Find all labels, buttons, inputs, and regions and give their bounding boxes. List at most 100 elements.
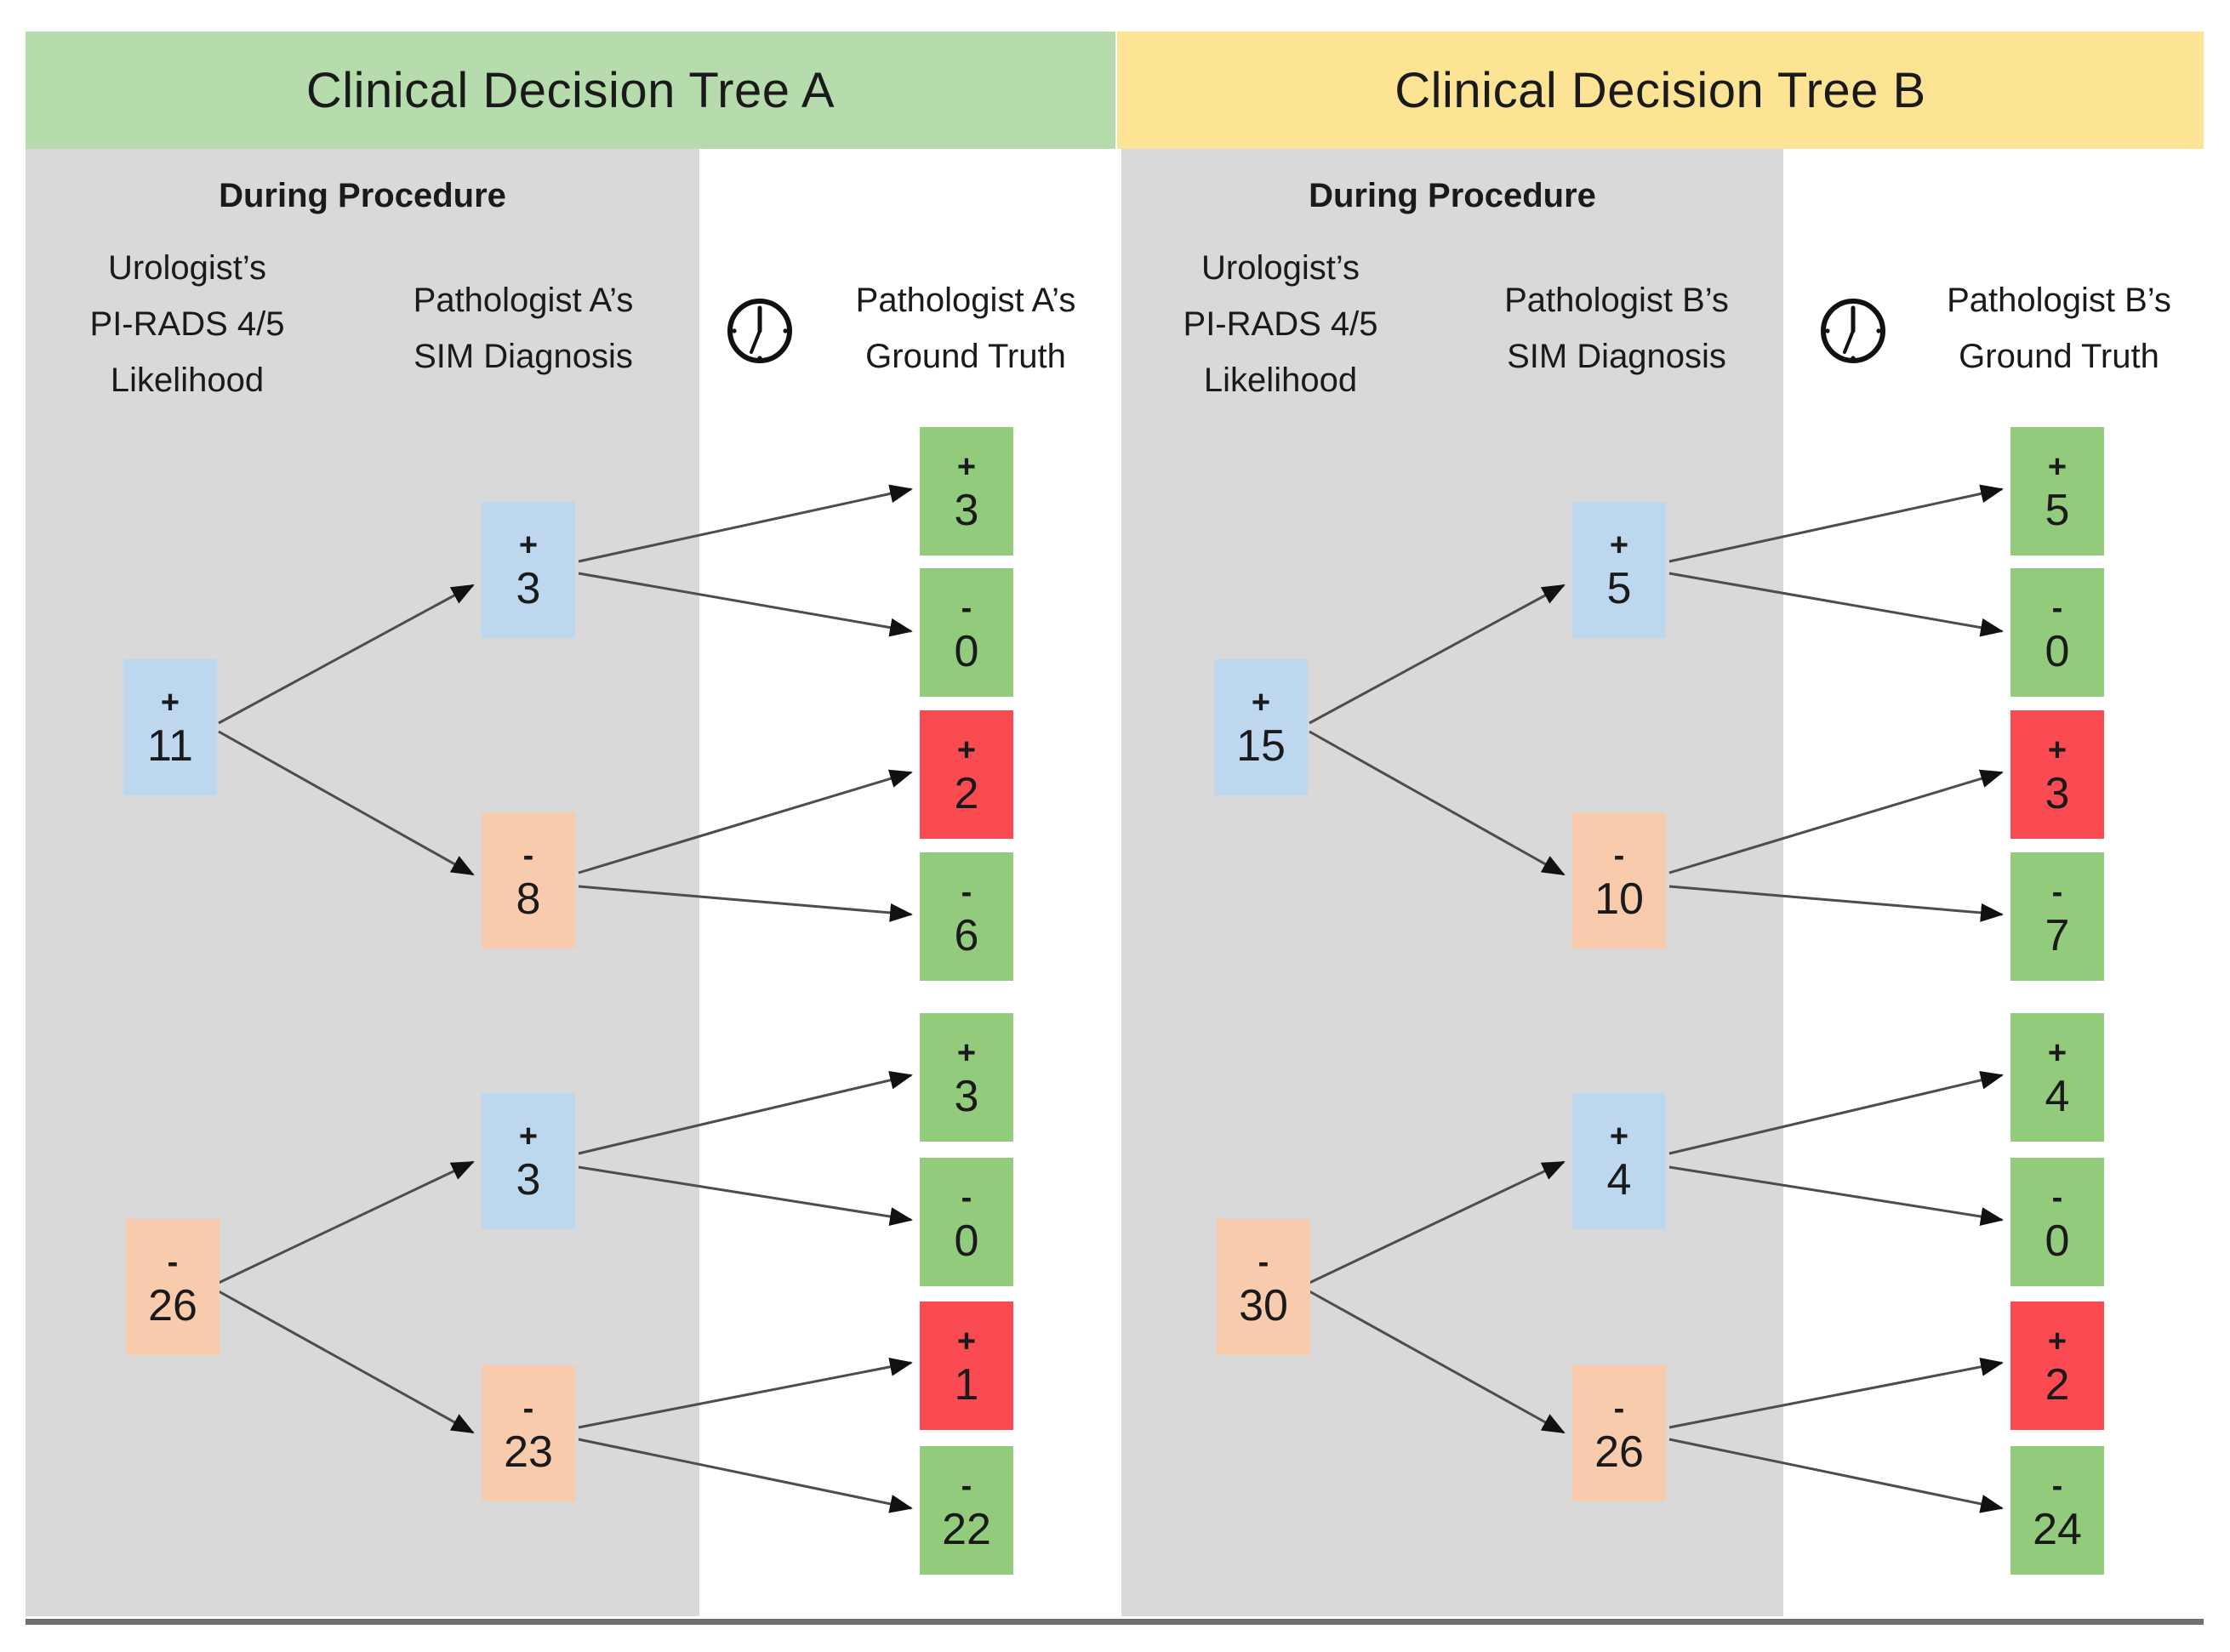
node-sign: + [1609,527,1629,563]
node-value: 3 [516,1155,541,1205]
leaf-value: 0 [2045,626,2070,676]
leaf-value: 3 [2045,768,2070,818]
tree-b-ground-truth-leaf-1: + 5 [2010,427,2104,555]
leaf-value: 2 [954,768,979,818]
col-line: Urologist’s [108,249,266,287]
node-sign: - [1613,838,1625,874]
col-line: SIM Diagnosis [1507,338,1726,375]
tree-b-title: Clinical Decision Tree B [1394,62,1926,118]
leaf-sign: - [961,874,972,910]
tree-b-column-urologist: Urologist’s PI-RADS 4/5 Likelihood [1140,240,1421,408]
leaf-value: 6 [954,910,979,960]
leaf-sign: + [956,732,977,768]
tree-b-column-sim-diagnosis: Pathologist B’s SIM Diagnosis [1459,272,1774,385]
tree-a-ground-truth-leaf-8: - 22 [920,1446,1013,1575]
tree-a-ground-truth-leaf-3: + 2 [920,710,1013,839]
col-line: Ground Truth [1959,338,2159,375]
tree-b-column-ground-truth: Pathologist B’s Ground Truth [1893,272,2225,385]
leaf-value: 4 [2045,1071,2070,1121]
leaf-sign: - [961,1179,972,1216]
leaf-value: 24 [2033,1504,2082,1554]
tree-b-sim-top-positive-node: + 5 [1572,502,1666,638]
tree-a-sim-bottom-positive-node: + 3 [482,1093,575,1229]
node-sign: + [1609,1119,1629,1154]
leaf-sign: - [2051,874,2063,910]
tree-a-during-label: During Procedure [219,176,506,214]
col-line: Pathologist A’s [413,282,634,319]
tree-a-sim-top-positive-node: + 3 [482,502,575,638]
col-line: Urologist’s [1201,249,1360,287]
col-line: SIM Diagnosis [413,338,633,375]
leaf-value: 0 [954,1216,979,1266]
tree-a-ground-truth-leaf-6: - 0 [920,1158,1013,1286]
tree-a-title: Clinical Decision Tree A [305,62,836,118]
bottom-divider [26,1619,2204,1625]
leaf-sign: + [956,1323,977,1359]
col-line: Pathologist B’s [1947,282,2171,319]
clock-icon [727,299,792,363]
node-sign: + [160,685,180,721]
col-line: Likelihood [110,362,265,399]
tree-a-column-urologist: Urologist’s PI-RADS 4/5 Likelihood [47,240,328,408]
tree-a-column-sim-diagnosis: Pathologist A’s SIM Diagnosis [366,272,681,385]
col-line: Pathologist A’s [855,282,1076,319]
node-sign: - [522,1391,534,1427]
node-value: 26 [1594,1427,1644,1477]
tree-b-ground-truth-leaf-4: - 7 [2010,852,2104,981]
tree-a-header: Clinical Decision Tree A [26,31,1115,149]
node-sign: - [522,838,534,874]
tree-b-during-label: During Procedure [1309,176,1596,214]
tree-b-header: Clinical Decision Tree B [1117,31,2204,149]
tree-b-sim-top-negative-node: - 10 [1572,812,1666,948]
node-value: 26 [148,1281,197,1330]
node-value: 30 [1239,1281,1288,1330]
tree-b-pirads-negative-node: - 30 [1217,1219,1310,1355]
node-value: 11 [147,721,193,771]
node-sign: + [518,527,539,563]
leaf-sign: - [2051,590,2063,626]
leaf-value: 7 [2045,910,2070,960]
col-line: Ground Truth [865,338,1066,375]
tree-a-ground-truth-leaf-1: + 3 [920,427,1013,555]
leaf-value: 2 [2045,1359,2070,1410]
node-sign: - [1258,1245,1269,1280]
col-line: Likelihood [1203,362,1358,399]
col-line: PI-RADS 4/5 [89,305,285,343]
leaf-value: 0 [2045,1216,2070,1266]
leaf-sign: + [956,1034,977,1071]
node-sign: + [518,1119,539,1154]
node-value: 23 [504,1427,553,1477]
node-value: 4 [1606,1155,1632,1205]
leaf-value: 3 [954,485,979,535]
clock-icon [1821,299,1885,363]
tree-b-ground-truth-leaf-5: + 4 [2010,1013,2104,1142]
leaf-value: 1 [954,1359,979,1410]
tree-b-ground-truth-leaf-6: - 0 [2010,1158,2104,1286]
leaf-value: 5 [2045,485,2070,535]
leaf-sign: - [2051,1467,2063,1504]
leaf-sign: + [2047,448,2067,485]
leaf-value: 0 [954,626,979,676]
tree-a-ground-truth-leaf-4: - 6 [920,852,1013,981]
tree-a-sim-top-negative-node: - 8 [482,812,575,948]
node-value: 10 [1594,874,1644,924]
tree-a-pirads-positive-node: + 11 [123,659,217,795]
tree-a-sim-bottom-negative-node: - 23 [482,1365,575,1501]
leaf-sign: + [2047,732,2067,768]
leaf-sign: - [961,590,972,626]
node-value: 3 [516,564,541,613]
tree-a-ground-truth-leaf-5: + 3 [920,1013,1013,1142]
leaf-value: 22 [942,1504,991,1554]
tree-b-ground-truth-leaf-7: + 2 [2010,1302,2104,1430]
leaf-sign: + [2047,1034,2067,1071]
leaf-value: 3 [954,1071,979,1121]
leaf-sign: - [2051,1179,2063,1216]
col-line: Pathologist B’s [1504,282,1729,319]
node-sign: + [1251,685,1271,721]
node-value: 5 [1606,564,1632,613]
tree-b-sim-bottom-negative-node: - 26 [1572,1365,1666,1501]
col-line: PI-RADS 4/5 [1183,305,1378,343]
node-sign: - [167,1245,179,1280]
tree-a-ground-truth-leaf-7: + 1 [920,1302,1013,1430]
